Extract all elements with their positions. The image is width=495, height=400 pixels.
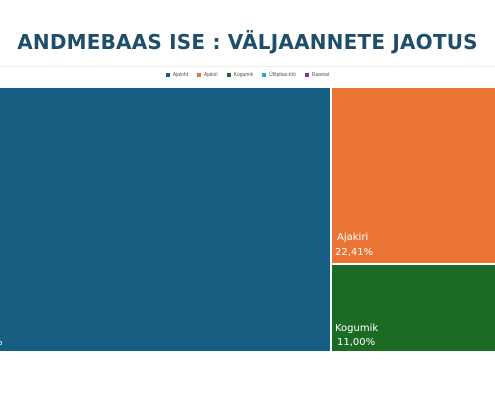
- legend-label-kogumik: Kogumik: [233, 72, 254, 78]
- legend-item-ajaloht[interactable]: Ajaloht: [165, 72, 188, 78]
- legend-swatch-raamat: [304, 73, 309, 77]
- tile-label-ajakiri-name: Ajakiri: [337, 232, 368, 243]
- legend-item-kogumik[interactable]: Kogumik: [226, 72, 254, 78]
- legend-label-raamat: Raamat: [311, 72, 330, 78]
- legend-label-ulopitas-too: Ülõpitas-töö: [269, 72, 296, 78]
- legend-swatch-kogumik: [226, 73, 231, 77]
- tile-ajaloht[interactable]: [0, 88, 330, 351]
- legend-item-raamat[interactable]: Raamat: [304, 72, 330, 78]
- tile-ajakiri[interactable]: [332, 88, 495, 263]
- legend-swatch-ajaloht: [165, 73, 170, 77]
- legend-item-ulopitas-too[interactable]: Ülõpitas-töö: [262, 72, 296, 78]
- legend-label-ajaloht: Ajaloht: [172, 72, 188, 78]
- tile-label-ajakiri-share: 22,41%: [335, 247, 373, 258]
- legend-swatch-ajakiri: [197, 73, 201, 77]
- legend: Ajaloht Ajakiri Kogumik Ülõpitas-töö Raa…: [0, 72, 495, 78]
- legend-swatch-ulopitas-too: [262, 73, 267, 77]
- title-divider: [0, 66, 495, 67]
- tile-label-kogumik-share: 11,00%: [337, 337, 375, 348]
- tile-label-ajaloht-share: %: [0, 337, 3, 348]
- tile-label-kogumik-name: Kogumik: [335, 323, 378, 334]
- chart-title: ANDMEBAAS ISE : VÄLJAANNETE JAOTUS: [17, 30, 478, 54]
- legend-item-ajakiri[interactable]: Ajakiri: [197, 72, 218, 78]
- tile-kogumik[interactable]: [332, 265, 495, 351]
- legend-label-ajakiri: Ajakiri: [204, 72, 218, 78]
